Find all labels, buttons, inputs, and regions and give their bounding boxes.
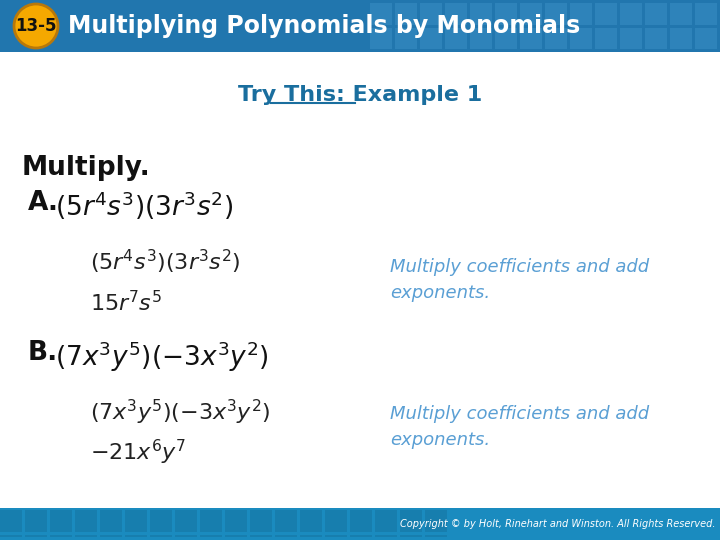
Bar bbox=[200, 535, 222, 537]
Bar bbox=[400, 535, 422, 537]
Bar bbox=[495, 3, 517, 25]
Bar bbox=[0, 508, 720, 540]
Text: A.: A. bbox=[28, 190, 59, 216]
Bar bbox=[0, 510, 22, 532]
Bar bbox=[620, 28, 642, 49]
Bar bbox=[25, 535, 47, 537]
Text: Multiply coefficients and add
exponents.: Multiply coefficients and add exponents. bbox=[390, 258, 649, 302]
Bar bbox=[100, 510, 122, 532]
Text: Copyright © by Holt, Rinehart and Winston. All Rights Reserved.: Copyright © by Holt, Rinehart and Winsto… bbox=[400, 519, 715, 529]
Bar bbox=[150, 510, 172, 532]
Bar bbox=[175, 535, 197, 537]
Bar bbox=[50, 510, 72, 532]
Bar bbox=[425, 535, 447, 537]
Bar bbox=[695, 28, 717, 49]
Bar bbox=[395, 28, 417, 49]
Bar bbox=[250, 535, 272, 537]
Bar bbox=[545, 3, 567, 25]
Bar bbox=[545, 28, 567, 49]
Bar bbox=[420, 3, 442, 25]
Bar bbox=[325, 535, 347, 537]
Bar bbox=[620, 3, 642, 25]
Text: $(5r^4s^3)(3r^3s^2)$: $(5r^4s^3)(3r^3s^2)$ bbox=[90, 248, 240, 276]
Bar bbox=[100, 535, 122, 537]
Bar bbox=[75, 535, 97, 537]
Bar bbox=[645, 28, 667, 49]
Bar bbox=[300, 510, 322, 532]
Text: B.: B. bbox=[28, 340, 58, 366]
Bar bbox=[470, 3, 492, 25]
Bar bbox=[325, 510, 347, 532]
Bar bbox=[50, 535, 72, 537]
Bar bbox=[595, 28, 617, 49]
Bar bbox=[75, 510, 97, 532]
Bar bbox=[350, 510, 372, 532]
Bar bbox=[570, 3, 592, 25]
Bar bbox=[495, 28, 517, 49]
Text: Multiply.: Multiply. bbox=[22, 155, 150, 181]
Bar bbox=[370, 3, 392, 25]
Bar bbox=[470, 28, 492, 49]
Bar bbox=[350, 535, 372, 537]
Bar bbox=[125, 535, 147, 537]
Bar bbox=[175, 510, 197, 532]
Bar bbox=[0, 535, 22, 537]
Bar bbox=[670, 28, 692, 49]
Bar bbox=[645, 3, 667, 25]
Bar bbox=[570, 28, 592, 49]
Bar bbox=[520, 28, 542, 49]
Bar bbox=[375, 510, 397, 532]
Bar bbox=[25, 510, 47, 532]
Bar bbox=[695, 3, 717, 25]
Bar bbox=[300, 535, 322, 537]
Bar bbox=[395, 3, 417, 25]
Text: $(7x^3y^5)(-3x^3y^2)$: $(7x^3y^5)(-3x^3y^2)$ bbox=[55, 340, 269, 375]
Bar bbox=[375, 535, 397, 537]
Bar bbox=[595, 3, 617, 25]
Bar bbox=[0, 0, 720, 52]
Bar bbox=[420, 28, 442, 49]
Bar bbox=[275, 510, 297, 532]
Bar bbox=[250, 510, 272, 532]
Bar bbox=[125, 510, 147, 532]
Text: Multiply coefficients and add
exponents.: Multiply coefficients and add exponents. bbox=[390, 405, 649, 449]
Bar bbox=[275, 535, 297, 537]
Circle shape bbox=[14, 4, 58, 48]
Text: Try This: Example 1: Try This: Example 1 bbox=[238, 85, 482, 105]
Text: Multiplying Polynomials by Monomials: Multiplying Polynomials by Monomials bbox=[68, 14, 580, 38]
Bar bbox=[200, 510, 222, 532]
Bar bbox=[520, 3, 542, 25]
Text: 13-5: 13-5 bbox=[15, 17, 57, 35]
Bar bbox=[225, 510, 247, 532]
Text: $(7x^3y^5)(-3x^3y^2)$: $(7x^3y^5)(-3x^3y^2)$ bbox=[90, 398, 270, 427]
Bar bbox=[150, 535, 172, 537]
Text: $-21x^6y^7$: $-21x^6y^7$ bbox=[90, 438, 186, 467]
Bar bbox=[670, 3, 692, 25]
Bar bbox=[445, 28, 467, 49]
Bar bbox=[400, 510, 422, 532]
Text: $(5r^4s^3)(3r^3s^2)$: $(5r^4s^3)(3r^3s^2)$ bbox=[55, 190, 233, 222]
Text: $15r^7s^5$: $15r^7s^5$ bbox=[90, 290, 162, 315]
Bar bbox=[445, 3, 467, 25]
Bar bbox=[425, 510, 447, 532]
Bar bbox=[370, 28, 392, 49]
Bar bbox=[225, 535, 247, 537]
